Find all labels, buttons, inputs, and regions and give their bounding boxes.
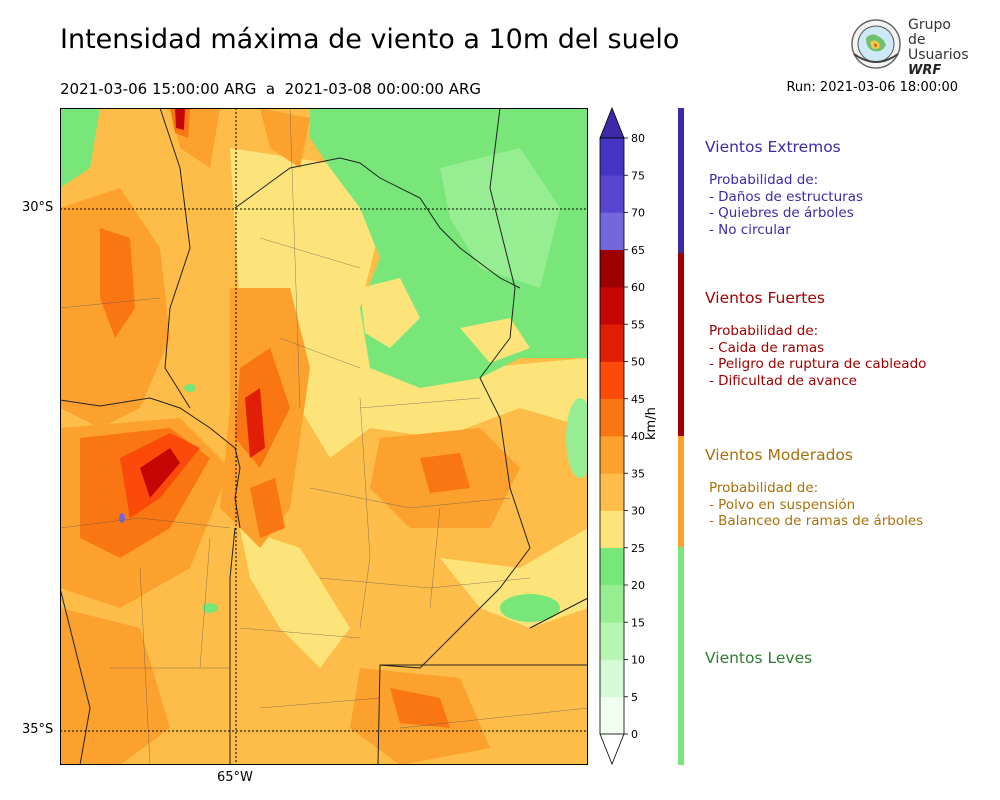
category-strong-line: - Dificultad de avance xyxy=(709,372,857,389)
colorbar-extend-high xyxy=(599,106,625,139)
category-extreme-line: - No circular xyxy=(709,221,791,238)
legend-bar-strong xyxy=(678,253,684,436)
colorbar-tick-label: 35 xyxy=(631,467,645,480)
category-extreme-line: - Quiebres de árboles xyxy=(709,205,854,221)
logo-line3: WRF xyxy=(908,63,942,78)
category-extreme-line: Probabilidad de: xyxy=(709,172,819,188)
colorbar-segment xyxy=(600,510,624,549)
colorbar-segment xyxy=(600,361,624,400)
category-light-title: Vientos Leves xyxy=(705,649,813,667)
colorbar-tick-label: 60 xyxy=(631,281,645,294)
colorbar-tick-label: 55 xyxy=(631,318,645,331)
colorbar-segment xyxy=(600,212,624,251)
colorbar-segment xyxy=(600,436,624,474)
colorbar-segment xyxy=(600,398,624,437)
colorbar-segment xyxy=(600,473,624,511)
colorbar-segment xyxy=(600,659,624,698)
colorbar-segment xyxy=(600,138,624,176)
wind-map xyxy=(60,108,588,765)
colorbar-segment xyxy=(600,585,624,623)
category-moderate: Vientos Moderados Probabilidad de: - Pol… xyxy=(705,446,923,530)
category-moderate-title: Vientos Moderados xyxy=(705,446,853,464)
category-strong-line: Probabilidad de: xyxy=(709,323,819,339)
category-extreme-line: - Daños de estructuras xyxy=(709,188,864,205)
logo-line2: Usuarios xyxy=(908,47,969,63)
colorbar-segment xyxy=(600,324,624,362)
colorbar-tick-label: 25 xyxy=(631,542,645,555)
legend-bar-extreme xyxy=(678,108,684,253)
category-extreme-title: Vientos Extremos xyxy=(705,138,841,156)
colorbar-tick-label: 40 xyxy=(631,430,645,443)
lon-label-65w: 65°W xyxy=(217,770,253,785)
colorbar-segment xyxy=(600,287,624,325)
colorbar-tick-label: 75 xyxy=(631,169,645,182)
logo: Grupo de Usuarios WRF xyxy=(848,17,969,78)
globe-seal-icon xyxy=(851,19,901,69)
legend-bar-moderate xyxy=(678,436,684,547)
colorbar-tick-label: 80 xyxy=(631,132,645,145)
legend-bar-light xyxy=(678,547,684,765)
colorbar-extend-low xyxy=(599,733,625,766)
colorbar-tick-label: 5 xyxy=(631,691,638,704)
category-moderate-line: - Balanceo de ramas de árboles xyxy=(709,513,924,529)
category-strong: Vientos Fuertes Probabilidad de: - Caida… xyxy=(705,289,926,389)
colorbar-tick-label: 70 xyxy=(631,207,645,220)
category-moderate-line: - Polvo en suspensión xyxy=(709,496,856,513)
colorbar-segment xyxy=(600,622,624,660)
category-light: Vientos Leves xyxy=(705,649,812,667)
lat-label-30s: 30°S xyxy=(22,200,54,215)
category-moderate-line: Probabilidad de: xyxy=(709,480,819,496)
colorbar-tick-label: 0 xyxy=(631,728,638,741)
colorbar-segment xyxy=(600,696,624,735)
category-strong-title: Vientos Fuertes xyxy=(705,289,825,307)
category-extreme: Vientos Extremos Probabilidad de: - Daño… xyxy=(705,138,863,238)
colorbar-tick-label: 30 xyxy=(631,505,645,518)
colorbar-tick-label: 65 xyxy=(631,244,645,257)
run-time: Run: 2021-03-06 18:00:00 xyxy=(786,80,958,95)
map-title: Intensidad máxima de viento a 10m del su… xyxy=(60,24,680,55)
colorbar-tick-label: 20 xyxy=(631,579,645,592)
colorbar-tick-label: 15 xyxy=(631,616,645,629)
forecast-period: 2021-03-06 15:00:00 ARG a 2021-03-08 00:… xyxy=(60,80,482,98)
lat-label-35s: 35°S xyxy=(22,722,54,737)
colorbar-segment xyxy=(600,175,624,213)
logo-line1: Grupo de xyxy=(908,17,951,48)
colorbar-unit: km/h xyxy=(644,407,659,440)
colorbar-tick-label: 10 xyxy=(631,654,645,667)
category-strong-line: - Caida de ramas xyxy=(709,339,825,356)
category-strong-line: - Peligro de ruptura de cableado xyxy=(709,356,927,372)
colorbar-tick-label: 50 xyxy=(631,356,645,369)
colorbar-segment xyxy=(600,547,624,586)
wind-field xyxy=(60,108,588,765)
colorbar: 0 5 10 15 20 25 30 35 40 45 50 55 60 65 70 75 80 xyxy=(599,106,645,766)
colorbar-tick-label: 45 xyxy=(631,393,645,406)
colorbar-segment xyxy=(600,249,624,288)
